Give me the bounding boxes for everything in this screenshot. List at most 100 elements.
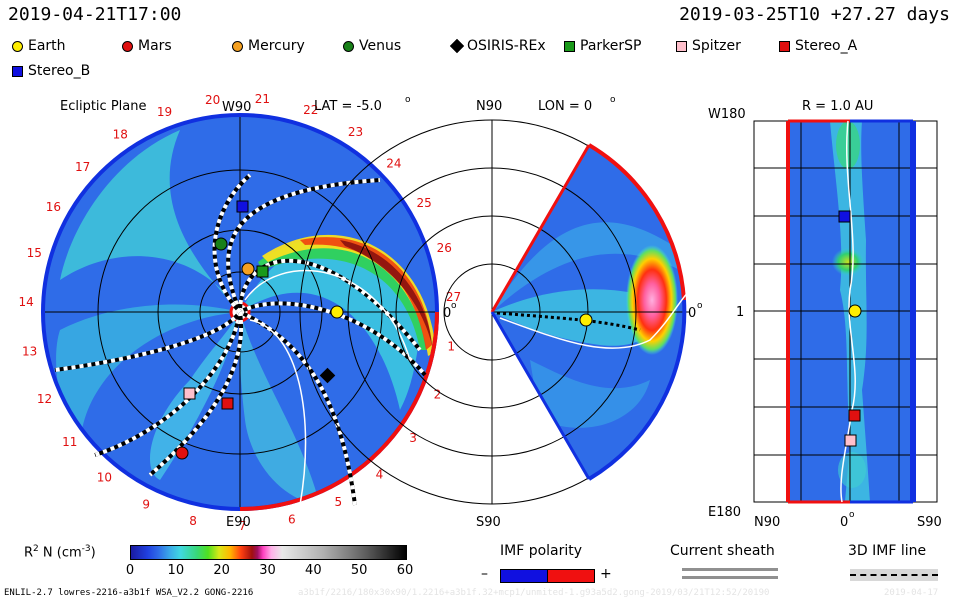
legend-item-earth: Earth [12,38,66,54]
meridional-imf-line [496,311,641,332]
legend-label: Stereo_B [28,63,91,79]
meridional-right-label: 0 [688,306,696,321]
carrington-label: 8 [189,514,197,528]
carrington-label: 27 [446,290,461,304]
carrington-label: 10 [97,471,112,485]
carrington-label: 19 [157,105,172,119]
stereo-a-square-icon [779,40,790,52]
ecliptic-top-label: W90 [222,100,251,115]
current-sheet-line [244,270,411,361]
imf-polarity-title: IMF polarity [500,543,583,559]
legend-label: Venus [359,38,402,54]
radial-top-left-label: W180 [708,107,746,122]
run-start-time: 2019-03-25T10 +27.27 days [679,4,950,25]
plot-date: 2019-04-17 [884,588,939,598]
spitzer-marker [183,387,196,400]
carrington-label: 14 [19,295,34,309]
carrington-label: 12 [37,392,52,406]
legend-item-osiris-rex: OSIRIS-REx [449,38,546,54]
meridional-right-degree: o [697,301,703,311]
ecliptic-lat-degree: o [405,95,411,105]
spitzer-marker-radial [844,434,857,447]
carrington-label: 20 [205,93,220,107]
carrington-label: 7 [239,519,247,533]
colorbar-tick-label: 40 [305,563,322,578]
stereo-a-marker-radial [848,409,861,422]
radial-current-sheet [840,120,856,503]
cme-density-peak [626,245,678,355]
meridional-top-label: N90 [476,99,502,114]
radial-middle-label: 1 [736,305,744,320]
radial-bottom-label-0: 0 [840,515,848,530]
legend-label: Mars [138,38,172,54]
earth-circle-icon [12,40,23,52]
earth-marker-meridional [579,313,593,327]
ecliptic-plane-title: Ecliptic Plane [60,99,146,114]
carrington-label: 9 [142,497,150,511]
ecliptic-right-label: 0 [443,306,451,321]
current-sheath-line-1 [682,568,778,571]
ecliptic-right-degree: o [451,301,457,311]
ecliptic-lat-label: LAT = -5.0 [314,99,382,114]
carrington-label: 24 [386,156,401,170]
legend-label: Stereo_A [795,38,858,54]
stereo-b-marker [236,200,249,213]
imf-line-title: 3D IMF line [848,543,927,559]
mars-marker [175,446,189,460]
stereo-b-square-icon [12,65,23,77]
legend-label: ParkerSP [580,38,642,54]
mercury-marker [241,262,255,276]
legend-item-venus: Venus [343,38,401,54]
carrington-label: 16 [46,200,61,214]
imf-minus-sign: – [481,566,488,582]
parkersp-marker [256,265,269,278]
radial-bottom-left-label: E180 [708,505,741,520]
carrington-label: 21 [255,92,270,106]
legend-item-stereo-b: Stereo_B [12,63,90,79]
legend-item-stereo-a: Stereo_A [779,38,857,54]
carrington-label: 25 [416,196,431,210]
spitzer-square-icon [676,40,687,52]
positive-polarity-boundary [239,311,439,511]
carrington-label: 22 [303,103,318,117]
colorbar-label: R2 N (cm-3) [24,544,96,561]
stereo-a-marker [221,397,234,410]
legend-item-mars: Mars [122,38,172,54]
model-info: ENLIL-2.7 lowres-2216-a3b1f WSA_V2.2 GON… [4,588,254,598]
venus-marker [214,237,228,251]
carrington-label: 6 [288,513,296,527]
radial-1au-panel: R = 1.0 AU W180 1 E180 N90 0 o S90 [708,99,942,530]
carrington-label: 15 [27,246,42,260]
legend-item-spitzer: Spitzer [676,38,741,54]
stereo-b-marker-radial [838,210,851,223]
legend-item-mercury: Mercury [232,38,305,54]
meridional-lon-label: LON = 0 [538,99,592,114]
colorbar-tick-label: 20 [213,563,230,578]
imf-plus-sign: + [600,566,612,582]
earth-marker-radial [848,304,862,318]
mercury-circle-icon [232,40,243,52]
colorbar-tick-label: 10 [167,563,185,578]
parkersp-square-icon [564,40,575,52]
carrington-label: 13 [22,345,37,359]
radial-bottom-degree: o [849,510,855,520]
ecliptic-bottom-label: E90 [226,515,251,530]
legend-label: Earth [28,38,66,54]
radial-title: R = 1.0 AU [802,99,873,114]
carrington-label: 26 [437,241,452,255]
legend-label: Spitzer [692,38,741,54]
legend-label: Mercury [248,38,305,54]
colorbar-tick-label: 30 [259,563,276,578]
current-sheath-line-2 [682,576,778,579]
imf-line-sample [850,569,938,581]
carrington-label: 17 [75,160,90,174]
radial-bottom-label-n90: N90 [754,515,780,530]
meridional-lon-degree: o [610,95,616,105]
carrington-label: 23 [348,125,363,139]
run-id-text: a3b1f/2216/180x30x90/1.2216+a3b1f.32+mcp… [298,588,770,598]
legend-item-parkersp: ParkerSP [564,38,641,54]
colorbar-tick-label: 0 [125,563,135,578]
colorbar-tick-label: 50 [350,563,368,578]
